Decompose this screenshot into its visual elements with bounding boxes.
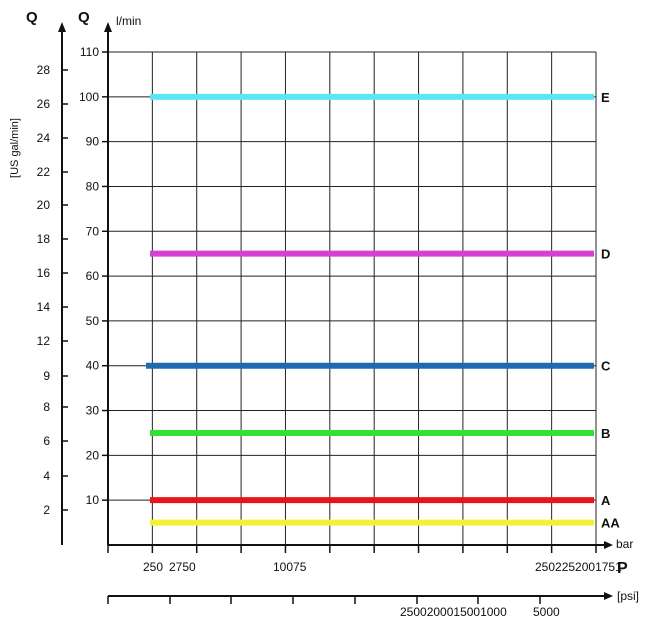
chart-grid	[107, 51, 597, 545]
x-tick-label: 2502252001751	[535, 560, 622, 574]
series-label-b: B	[601, 426, 610, 441]
series-label-aa: AA	[601, 516, 620, 531]
chart-axes: 1020304050607080901001102468912141618202…	[37, 22, 613, 604]
x-tick-label-secondary: 5000	[533, 605, 560, 619]
x-tick-label: 250	[143, 560, 163, 574]
y-tick-label: 60	[86, 269, 100, 283]
y-secondary-tick-label: 2	[43, 503, 50, 517]
y-tick-label: 110	[80, 45, 99, 59]
y-axis-secondary-arrow	[58, 22, 66, 32]
y-secondary-tick-label: 16	[37, 266, 51, 280]
x-tick-label: 2750	[169, 560, 196, 574]
y-tick-label: 80	[86, 179, 100, 193]
y-secondary-tick-label: 18	[37, 232, 51, 246]
y-secondary-tick-label: 26	[37, 97, 51, 111]
x-axis-secondary-unit: [psi]	[617, 589, 639, 603]
y-axis-secondary-label: [US gal/min]	[9, 118, 21, 178]
y-secondary-tick-label: 8	[43, 400, 50, 414]
y-tick-label: 30	[86, 404, 100, 418]
series-label-a: A	[601, 493, 611, 508]
y-tick-label: 50	[86, 314, 100, 328]
y-axis-arrow	[104, 22, 112, 32]
y-axis-unit: l/min	[116, 14, 141, 28]
y-secondary-tick-label: 4	[43, 469, 50, 483]
right-q-symbol: Q	[78, 9, 90, 26]
y-tick-label: 40	[86, 359, 100, 373]
series-label-d: D	[601, 247, 610, 262]
y-secondary-tick-label: 20	[37, 198, 51, 212]
y-secondary-tick-label: 12	[37, 334, 51, 348]
y-tick-label: 10	[86, 493, 100, 507]
series-label-c: C	[601, 359, 611, 374]
y-secondary-tick-label: 9	[43, 369, 50, 383]
x-axis-unit: bar	[616, 537, 633, 551]
y-secondary-tick-label: 28	[37, 63, 51, 77]
y-secondary-tick-label: 24	[37, 131, 51, 145]
x-tick-label: 10075	[273, 560, 307, 574]
x-axis-secondary-arrow	[604, 592, 613, 600]
y-tick-label: 70	[86, 224, 100, 238]
x-tick-label-secondary: 2500200015001000	[400, 605, 507, 619]
y-secondary-tick-label: 14	[37, 300, 51, 314]
y-tick-label: 100	[79, 90, 99, 104]
left-q-symbol: Q	[26, 9, 38, 26]
x-axis-symbol: P	[617, 560, 628, 577]
x-axis-arrow	[604, 541, 613, 549]
y-tick-label: 90	[86, 135, 100, 149]
y-secondary-tick-label: 6	[43, 434, 50, 448]
y-secondary-tick-label: 22	[37, 165, 51, 179]
series-label-e: E	[601, 90, 610, 105]
y-tick-label: 20	[86, 448, 100, 462]
